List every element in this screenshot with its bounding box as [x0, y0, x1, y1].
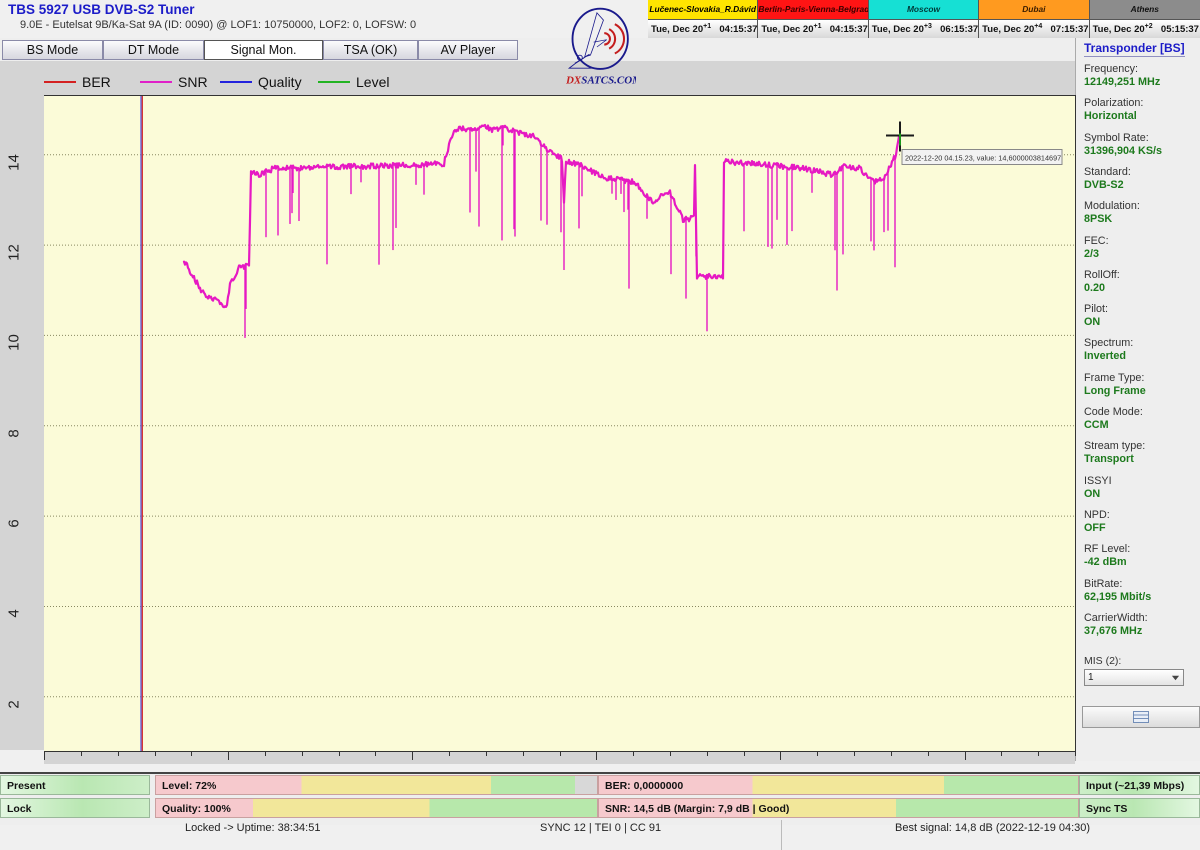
svg-text:2022-12-20 04.15.23, value: 14: 2022-12-20 04.15.23, value: 14,600000381… — [905, 153, 1061, 162]
svg-text:DXSATCS.COM: DXSATCS.COM — [566, 75, 636, 87]
